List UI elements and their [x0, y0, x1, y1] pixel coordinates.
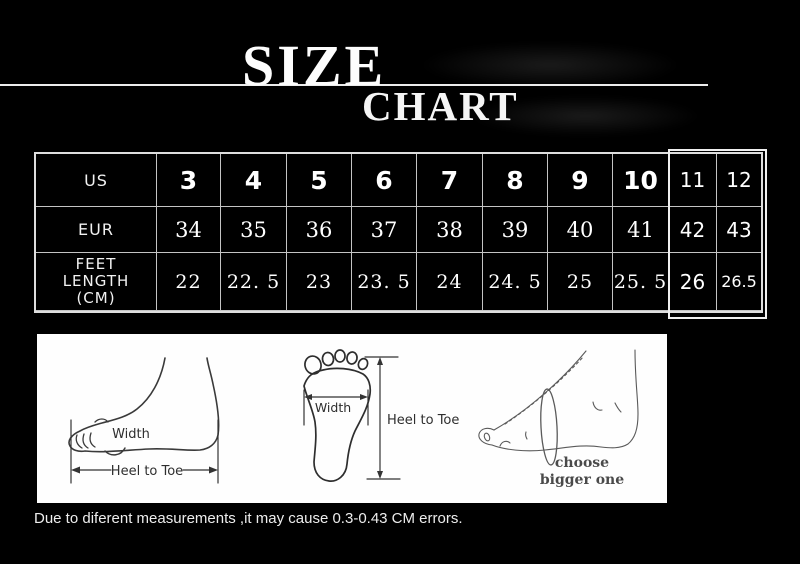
size-cell: 40 [548, 207, 613, 252]
toe-crease [75, 434, 83, 449]
page-title-chart: CHART [362, 83, 519, 129]
heel-to-toe-measure [70, 419, 219, 484]
size-cell: 7 [417, 154, 483, 206]
size-cell: 23 [287, 253, 352, 310]
size-cell: 36 [287, 207, 352, 252]
ankle-mark [614, 402, 622, 413]
size-cell: 6 [352, 154, 417, 206]
size-cell: 41 [613, 207, 669, 252]
table-row-us: US 3 4 5 6 7 8 9 10 11 12 [36, 154, 761, 207]
size-cell: 23. 5 [352, 253, 417, 310]
toe-crease [82, 433, 89, 449]
size-cell: 12 [726, 168, 752, 192]
size-cell: 9 [548, 154, 613, 206]
size-cell: 11 [669, 154, 717, 206]
row-label-eur: EUR [36, 207, 157, 252]
toe-crease [525, 431, 528, 440]
size-chart-table: US 3 4 5 6 7 8 9 10 11 12 EUR 34 35 36 3… [34, 149, 767, 319]
background-smudge [470, 96, 700, 136]
sole-outline [303, 367, 372, 482]
heel-to-toe-label: Heel to Toe [387, 413, 459, 428]
size-cell: 39 [483, 207, 548, 252]
row-label-us: US [36, 154, 157, 206]
big-toe [304, 355, 322, 375]
size-cell: 22 [157, 253, 221, 310]
foot-knuckle-bump [94, 418, 109, 423]
toe [357, 357, 369, 371]
arrowhead-down-icon [377, 471, 383, 479]
size-cell: 4 [221, 154, 287, 206]
arrowhead-right-icon [360, 394, 368, 400]
size-cell: 25. 5 [613, 253, 669, 310]
table-row-feet-length: FEET LENGTH (CM) 22 22. 5 23 23. 5 24 24… [36, 253, 761, 311]
size-cell: 5 [287, 154, 352, 206]
size-cell: 38 [417, 207, 483, 252]
size-cell: 24. 5 [483, 253, 548, 310]
big-toe-outline [478, 427, 495, 446]
instep-line [493, 350, 587, 431]
choose-bigger-note-line1: choose [555, 455, 609, 471]
size-cell: 22. 5 [221, 253, 287, 310]
ball-loop [104, 447, 126, 456]
row-label-feet-length: FEET LENGTH (CM) [36, 253, 157, 310]
measurement-diagrams-panel: Width Heel to Toe [37, 334, 667, 503]
foot-girth-diagram: choose bigger one [478, 349, 639, 488]
toe [334, 349, 346, 363]
toenail [483, 432, 491, 442]
heel-to-toe-label: Heel to Toe [111, 464, 183, 479]
foot-side-view-diagram: Width Heel to Toe [68, 357, 220, 484]
width-label: Width [315, 400, 351, 415]
size-cell: 24 [417, 253, 483, 310]
sole-line [491, 444, 602, 452]
choose-bigger-note-line2: bigger one [540, 472, 624, 488]
size-cell: 8 [483, 154, 548, 206]
background-smudge [420, 42, 680, 88]
second-toe [499, 440, 511, 447]
size-cell: 37 [352, 207, 417, 252]
toe [321, 351, 335, 367]
arrowhead-left-icon [304, 394, 312, 400]
size-cell: 43 [726, 217, 752, 242]
size-cell: 25 [548, 253, 613, 310]
page-title-size: SIZE [242, 33, 387, 98]
toe [346, 351, 358, 365]
size-cell: 26.5 [721, 272, 757, 291]
toe-crease [89, 432, 96, 448]
footprint-diagram: Width Heel to Toe [303, 349, 459, 482]
table-row-eur: EUR 34 35 36 37 38 39 40 41 42 43 [36, 207, 761, 253]
heel-to-toe-measure [364, 356, 401, 480]
girth-loop [540, 388, 558, 466]
title-divider-line [0, 84, 708, 86]
width-label: Width [112, 427, 150, 442]
foot-diagrams: Width Heel to Toe [68, 349, 639, 488]
arrowhead-left-icon [71, 466, 80, 474]
instep-dotted-line [504, 355, 585, 425]
width-measure [303, 389, 369, 426]
size-cell: 10 [613, 154, 669, 206]
size-cell: 35 [221, 207, 287, 252]
size-cell: 34 [157, 207, 221, 252]
size-cell: 42 [669, 207, 717, 252]
footnote: Due to diferent measurements ,it may cau… [34, 510, 463, 527]
back-leg-heel [600, 349, 639, 449]
arrowhead-right-icon [209, 466, 218, 474]
arrowhead-up-icon [377, 357, 383, 365]
ankle-mark [592, 401, 603, 411]
size-cell: 3 [157, 154, 221, 206]
size-cell: 26 [669, 253, 717, 310]
